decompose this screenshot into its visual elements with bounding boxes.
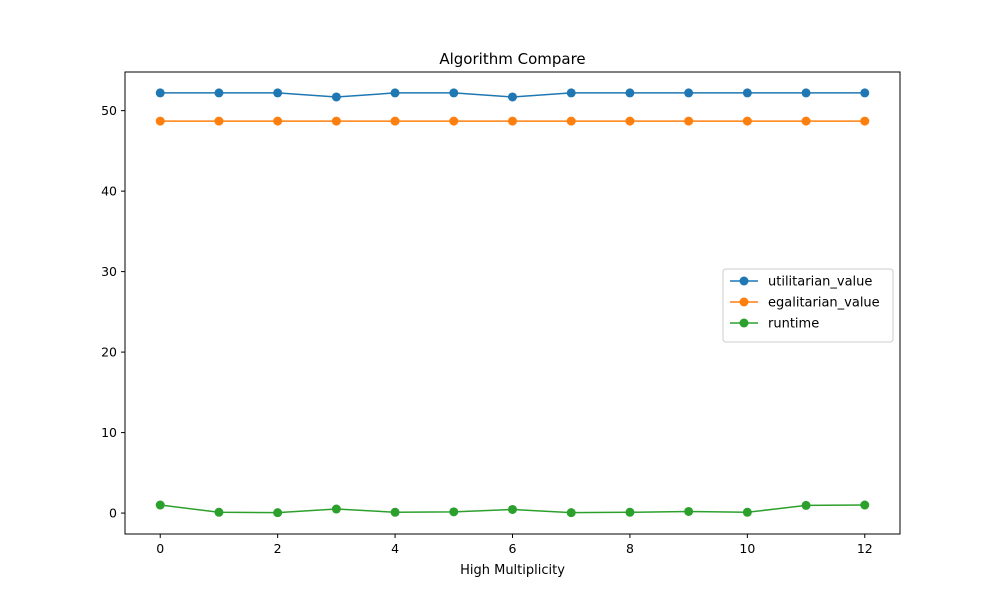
y-tick-label: 30 — [101, 264, 117, 279]
data-point-runtime — [390, 507, 400, 517]
x-tick-label: 10 — [739, 541, 755, 556]
data-point-egalitarian_value — [508, 116, 517, 126]
y-tick-label: 40 — [101, 184, 117, 199]
data-point-utilitarian_value — [390, 88, 400, 98]
data-point-runtime — [331, 504, 341, 514]
x-axis-label: High Multiplicity — [460, 563, 565, 578]
legend-box — [722, 268, 894, 343]
x-tick-label: 8 — [626, 541, 634, 556]
data-point-runtime — [566, 508, 576, 518]
data-point-utilitarian_value — [508, 92, 517, 102]
legend-label-utilitarian_value: utilitarian_value — [768, 275, 872, 290]
data-point-egalitarian_value — [742, 116, 752, 126]
data-point-runtime — [508, 504, 517, 514]
data-point-runtime — [684, 506, 694, 516]
legend-label-runtime: runtime — [768, 317, 819, 332]
x-tick-label: 6 — [509, 541, 517, 556]
legend: utilitarian_value egalitarian_valueruntim… — [722, 268, 894, 343]
y-tick-label: 20 — [101, 345, 117, 360]
legend-marker-utilitarian_value — [739, 276, 749, 286]
data-point-utilitarian_value — [684, 88, 694, 98]
data-point-utilitarian_value — [214, 88, 224, 98]
data-point-utilitarian_value — [742, 88, 752, 98]
data-point-egalitarian_value — [214, 116, 224, 126]
x-tick-label: 12 — [857, 541, 873, 556]
plot-area: 0 2 4 6 8 10 12 0 10 20 30 40 50 — [101, 71, 901, 556]
data-point-egalitarian_value — [331, 116, 341, 126]
data-point-egalitarian_value — [390, 116, 400, 126]
y-axis-ticks: 0 10 20 30 40 50 — [101, 103, 125, 521]
data-point-egalitarian_value — [801, 116, 811, 126]
legend-marker-egalitarian_value — [739, 297, 749, 307]
legend-marker-runtime — [739, 318, 749, 328]
data-point-egalitarian_value — [449, 116, 459, 126]
x-tick-label: 0 — [156, 541, 164, 556]
data-point-egalitarian_value — [625, 116, 635, 126]
data-point-utilitarian_value — [273, 88, 283, 98]
legend-label-egalitarian_value: egalitarian_value — [768, 296, 880, 311]
data-point-utilitarian_value — [801, 88, 811, 98]
y-tick-label: 0 — [109, 506, 117, 521]
x-tick-label: 4 — [391, 541, 399, 556]
data-point-runtime — [860, 500, 870, 510]
data-point-runtime — [273, 508, 283, 518]
data-point-egalitarian_value — [273, 116, 283, 126]
data-point-egalitarian_value — [684, 116, 694, 126]
data-point-runtime — [214, 507, 224, 517]
data-point-utilitarian_value — [625, 88, 635, 98]
data-point-utilitarian_value — [155, 88, 165, 98]
y-tick-label: 50 — [101, 103, 117, 118]
data-point-egalitarian_value — [155, 116, 165, 126]
series-layer — [155, 88, 870, 518]
x-axis-ticks: 0 2 4 6 8 10 12 — [156, 534, 873, 556]
data-point-egalitarian_value — [566, 116, 576, 126]
data-point-utilitarian_value — [566, 88, 576, 98]
data-point-egalitarian_value — [860, 116, 870, 126]
x-tick-label: 2 — [274, 541, 282, 556]
data-point-runtime — [449, 507, 459, 517]
data-point-runtime — [625, 507, 635, 517]
data-point-runtime — [742, 507, 752, 517]
data-point-utilitarian_value — [860, 88, 870, 98]
chart-title: Algorithm Compare — [439, 50, 585, 68]
data-point-runtime — [155, 500, 165, 510]
data-point-utilitarian_value — [449, 88, 459, 98]
y-tick-label: 10 — [101, 425, 117, 440]
data-point-utilitarian_value — [331, 92, 341, 102]
data-point-runtime — [801, 500, 811, 510]
